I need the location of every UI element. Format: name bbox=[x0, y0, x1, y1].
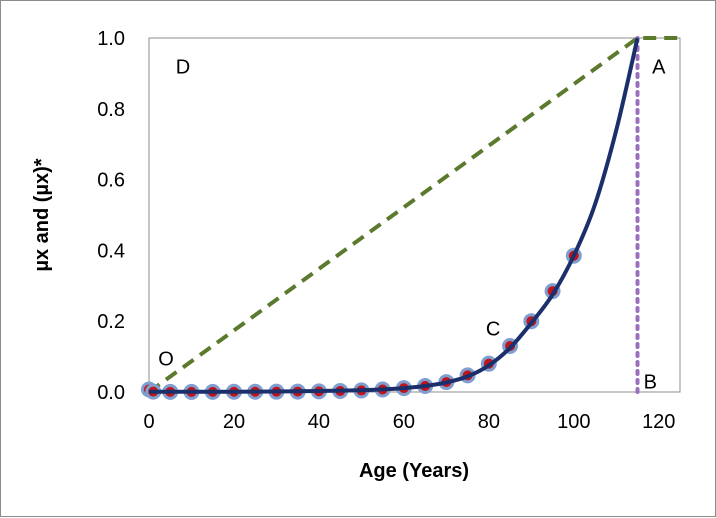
y-tick-label: 0.4 bbox=[97, 240, 125, 262]
point-label: B bbox=[644, 371, 657, 393]
point-label: D bbox=[176, 56, 190, 78]
x-tick-label: 60 bbox=[393, 411, 415, 433]
fitted-curve bbox=[149, 37, 640, 394]
point-label: C bbox=[486, 318, 500, 340]
x-tick-label: 120 bbox=[642, 411, 675, 433]
y-tick-label: 0.2 bbox=[97, 311, 125, 333]
y-tick-label: 1.0 bbox=[97, 28, 125, 50]
x-tick-label: 20 bbox=[223, 411, 245, 433]
point-label: A bbox=[652, 56, 666, 78]
diagonal-dashed-line bbox=[147, 36, 680, 394]
series-layer bbox=[141, 36, 680, 400]
y-tick-label: 0.8 bbox=[97, 99, 125, 121]
y-tick-label: 0.6 bbox=[97, 170, 125, 192]
x-tick-label: 100 bbox=[557, 411, 590, 433]
point-label: O bbox=[158, 348, 174, 370]
x-tick-label: 40 bbox=[308, 411, 330, 433]
x-tick-label: 0 bbox=[143, 411, 154, 433]
y-tick-labels: 0.0 0.2 0.4 0.6 0.8 1.0 bbox=[97, 28, 125, 404]
y-tick-label: 0.0 bbox=[97, 382, 125, 404]
annotations: D A C O B bbox=[158, 56, 666, 393]
x-axis-title: Age (Years) bbox=[359, 460, 469, 482]
x-tick-label: 80 bbox=[478, 411, 500, 433]
y-axis-title: µx and (µx)* bbox=[31, 158, 53, 271]
plot-area bbox=[148, 37, 681, 393]
x-tick-labels: 0 20 40 60 80 100 120 bbox=[143, 411, 675, 433]
